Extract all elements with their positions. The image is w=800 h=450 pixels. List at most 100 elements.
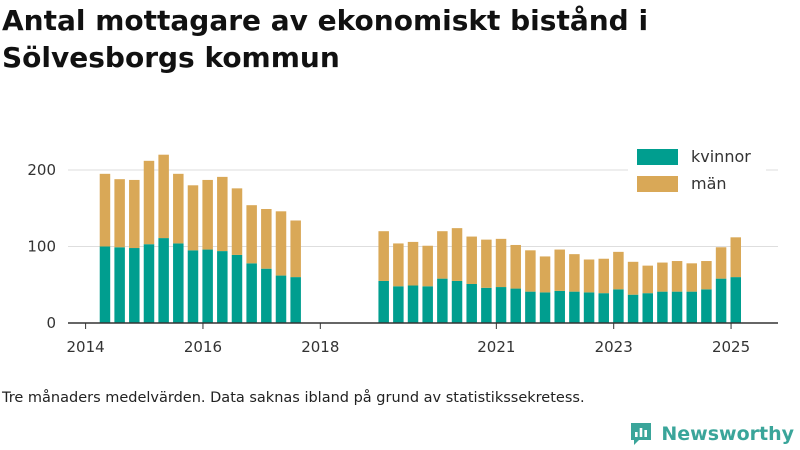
bar-kvinnor-30: [613, 289, 624, 323]
bar-man-6: [187, 185, 199, 251]
bar-kvinnor-27: [569, 291, 580, 323]
bar-kvinnor-33: [657, 291, 668, 323]
bar-kvinnor-9: [231, 254, 243, 323]
bar-man-27: [569, 254, 580, 292]
bar-man-31: [627, 261, 639, 295]
bar-kvinnor-17: [422, 286, 433, 323]
y-tick-label: 100: [27, 238, 56, 256]
bar-man-5: [173, 173, 184, 244]
bar-man-7: [202, 179, 213, 250]
bar-man-30: [613, 251, 624, 290]
bar-kvinnor-13: [290, 277, 301, 323]
bar-man-10: [246, 205, 257, 264]
bar-man-21: [481, 239, 492, 288]
bar-man-15: [393, 243, 404, 287]
bar-kvinnor-22: [495, 287, 507, 323]
bar-man-37: [715, 247, 727, 279]
bar-kvinnor-2: [129, 248, 140, 323]
bar-man-4: [158, 154, 169, 239]
bar-man-1: [114, 179, 125, 248]
legend-swatch-kvinnor: [637, 149, 678, 165]
bar-man-11: [261, 209, 272, 269]
x-tick-label: 2021: [477, 338, 515, 356]
x-tick-label: 2025: [712, 338, 750, 356]
footnote: Tre månaders medelvärden. Data saknas ib…: [2, 390, 585, 406]
bar-man-33: [657, 262, 668, 292]
bar-kvinnor-21: [481, 287, 492, 323]
bar-man-35: [686, 263, 697, 292]
x-tick-label: 2016: [184, 338, 222, 356]
legend-label-man: män: [691, 174, 727, 193]
bar-kvinnor-23: [510, 288, 521, 323]
bar-man-18: [437, 231, 448, 279]
bar-kvinnor-20: [466, 283, 477, 324]
bar-man-34: [671, 261, 683, 292]
bar-man-25: [539, 256, 551, 293]
bar-kvinnor-10: [246, 263, 257, 323]
bar-man-3: [143, 160, 155, 245]
bar-man-20: [466, 236, 477, 284]
y-tick-label: 200: [27, 161, 56, 179]
bar-kvinnor-26: [554, 290, 565, 323]
brand-name: Newsworthy: [661, 423, 794, 445]
bar-man-8: [217, 176, 228, 252]
bar-man-9: [231, 188, 243, 255]
bar-kvinnor-36: [701, 289, 712, 323]
bar-kvinnor-38: [730, 277, 741, 323]
bar-man-26: [554, 249, 565, 291]
bar-kvinnor-0: [99, 246, 111, 323]
bar-man-2: [129, 179, 140, 249]
bar-kvinnor-37: [715, 278, 727, 323]
bar-man-38: [730, 237, 741, 278]
bar-kvinnor-7: [202, 249, 213, 323]
bar-man-28: [583, 259, 595, 293]
legend-swatch-man: [637, 176, 678, 192]
axes: 0 100 200 2014 2016 2018 2021 2023 2025: [27, 161, 778, 356]
bar-man-16: [407, 241, 419, 286]
bar-man-12: [275, 211, 287, 276]
bar-kvinnor-25: [539, 292, 551, 323]
bar-man-32: [642, 265, 653, 294]
stacked-bar-chart: 0 100 200 2014 2016 2018 2021 2023 2025 kvinnor m…: [27, 142, 778, 356]
bar-kvinnor-34: [671, 291, 683, 323]
x-tick-label: 2023: [595, 338, 633, 356]
bar-kvinnor-8: [217, 251, 228, 323]
bar-man-24: [525, 250, 536, 292]
brand-logo: Newsworthy: [629, 421, 794, 447]
bar-kvinnor-1: [114, 247, 125, 323]
bar-man-0: [99, 173, 111, 247]
legend-label-kvinnor: kvinnor: [691, 147, 751, 166]
bar-kvinnor-31: [627, 294, 639, 323]
bar-man-36: [701, 261, 712, 290]
bar-kvinnor-24: [525, 291, 536, 323]
bar-kvinnor-19: [451, 280, 463, 324]
bar-kvinnor-11: [261, 268, 272, 323]
bar-man-14: [378, 231, 389, 281]
y-tick-label: 0: [46, 314, 56, 332]
bar-man-17: [422, 245, 433, 287]
bar-kvinnor-12: [275, 275, 287, 323]
bar-kvinnor-18: [437, 278, 448, 323]
bar-man-19: [451, 228, 463, 281]
x-tick-label: 2014: [67, 338, 105, 356]
bar-man-23: [510, 244, 521, 289]
bar-man-29: [598, 258, 609, 294]
bar-kvinnor-29: [598, 293, 609, 324]
chart-title: Antal mottagare av ekonomiskt bistånd i …: [2, 4, 649, 74]
bar-kvinnor-14: [378, 280, 389, 324]
bar-kvinnor-35: [686, 291, 697, 323]
bar-kvinnor-4: [158, 238, 169, 323]
bars: [99, 154, 741, 324]
bar-kvinnor-5: [173, 243, 184, 323]
bar-kvinnor-16: [407, 285, 419, 323]
bar-man-22: [495, 238, 507, 288]
bar-man-13: [290, 220, 301, 278]
bar-kvinnor-28: [583, 292, 595, 323]
bar-kvinnor-15: [393, 286, 404, 323]
bar-kvinnor-32: [642, 293, 653, 324]
bar-kvinnor-6: [187, 250, 199, 323]
bar-kvinnor-3: [143, 244, 155, 323]
x-tick-label: 2018: [301, 338, 339, 356]
newsworthy-logo-icon: [631, 423, 652, 445]
legend: kvinnor män: [628, 142, 766, 200]
